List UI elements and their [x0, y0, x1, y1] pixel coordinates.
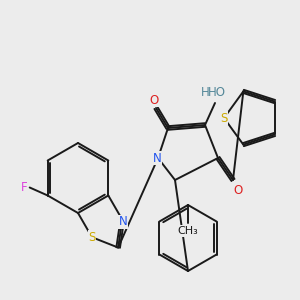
Text: N: N: [119, 215, 128, 228]
Text: O: O: [149, 94, 159, 106]
Text: O: O: [233, 184, 243, 196]
Text: N: N: [153, 152, 161, 164]
Text: CH₃: CH₃: [178, 226, 198, 236]
Text: HO: HO: [208, 86, 226, 100]
Text: S: S: [88, 231, 96, 244]
Text: F: F: [20, 181, 27, 194]
Text: S: S: [220, 112, 228, 124]
Text: H: H: [201, 86, 209, 100]
